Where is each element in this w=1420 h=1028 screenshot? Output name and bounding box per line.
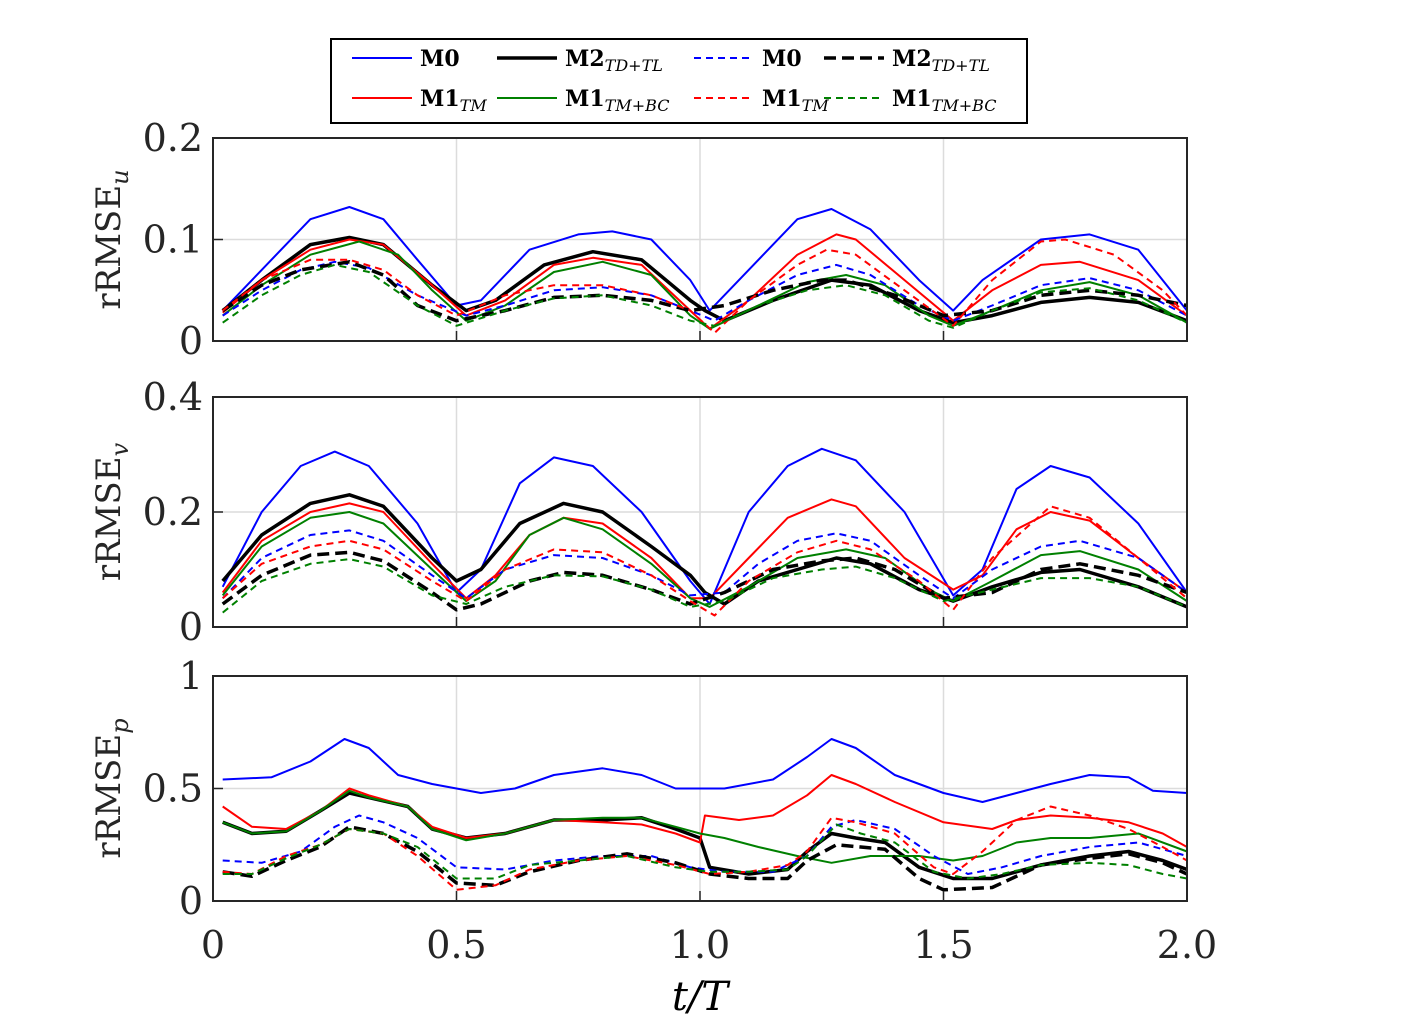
y-axis-label-main: rRMSE xyxy=(89,734,129,859)
y-tick-label: 0.2 xyxy=(143,116,203,160)
y-axis-label-sub: v xyxy=(106,442,134,456)
y-tick-label: 0.4 xyxy=(143,375,203,419)
y-tick-label: 0 xyxy=(179,879,203,923)
legend-swatch-6 xyxy=(694,97,754,99)
series-line-0 xyxy=(221,447,1187,605)
series-group xyxy=(221,447,1187,617)
y-tick-label: 0 xyxy=(179,605,203,649)
x-tick-label: 0 xyxy=(201,923,225,967)
legend-swatch-2 xyxy=(694,57,754,59)
series-line-1 xyxy=(221,493,1187,609)
legend-label-2: M0 xyxy=(762,46,802,72)
legend-swatch-4 xyxy=(352,97,412,99)
y-axis-label-main: rRMSE xyxy=(89,456,129,581)
series-line-7 xyxy=(222,558,1187,614)
x-tick-label: 1.5 xyxy=(913,923,973,967)
y-tick-label: 0.5 xyxy=(143,767,203,811)
x-tick-label: 2.0 xyxy=(1157,923,1217,967)
legend-label-3: M2TD+TL xyxy=(892,46,990,75)
y-tick-label: 1 xyxy=(179,654,203,698)
legend-label-4: M1TM xyxy=(420,86,487,115)
series-line-6 xyxy=(222,505,1187,617)
series-line-3 xyxy=(222,789,1187,864)
series-group xyxy=(221,206,1187,334)
legend-swatch-1 xyxy=(497,56,557,60)
series-line-0 xyxy=(221,206,1187,312)
series-line-6 xyxy=(222,238,1187,334)
series-line-2 xyxy=(222,774,1187,848)
x-tick-label: 1.0 xyxy=(670,923,730,967)
panel-p: 0 0.5 1 0 0.5 1.0 1.5 2.0 rRMSEp xyxy=(89,654,1217,967)
series-line-7 xyxy=(222,263,1187,329)
series-group xyxy=(222,738,1187,892)
legend-swatch-7 xyxy=(824,97,884,99)
y-tick-label: 0 xyxy=(179,319,203,363)
x-tick-label: 0.5 xyxy=(426,923,486,967)
series-line-4 xyxy=(222,260,1187,322)
y-axis-label-sub: u xyxy=(106,169,134,184)
y-axis-label: rRMSEp xyxy=(89,718,134,858)
y-axis-label: rRMSEu xyxy=(89,169,134,309)
x-axis-label: t/T xyxy=(672,974,732,1020)
series-line-3 xyxy=(222,240,1187,330)
legend-label-5: M1TM+BC xyxy=(565,86,670,115)
legend-label-1: M2TD+TL xyxy=(565,46,663,75)
series-line-0 xyxy=(222,738,1187,803)
series-line-5 xyxy=(222,825,1187,892)
series-line-2 xyxy=(222,233,1187,330)
legend-label-6: M1TM xyxy=(762,86,829,115)
series-line-2 xyxy=(221,498,1187,600)
y-axis-label-sub: p xyxy=(106,718,134,733)
legend-label-7: M1TM+BC xyxy=(892,86,997,115)
series-line-4 xyxy=(221,529,1187,600)
y-axis-label-main: rRMSE xyxy=(89,185,129,310)
series-line-5 xyxy=(221,550,1187,612)
legend-swatch-3 xyxy=(824,56,884,60)
legend: M0 M2TD+TL M0 M2TD+TL M1TM M1TM+BC M1TM … xyxy=(330,38,1028,124)
y-tick-label: 0.1 xyxy=(143,218,203,262)
series-line-3 xyxy=(221,511,1187,608)
legend-swatch-5 xyxy=(497,97,557,99)
y-axis-label: rRMSEv xyxy=(89,442,134,581)
y-tick-label: 0.2 xyxy=(143,490,203,534)
legend-label-0: M0 xyxy=(420,46,460,72)
legend-swatch-0 xyxy=(352,57,412,59)
